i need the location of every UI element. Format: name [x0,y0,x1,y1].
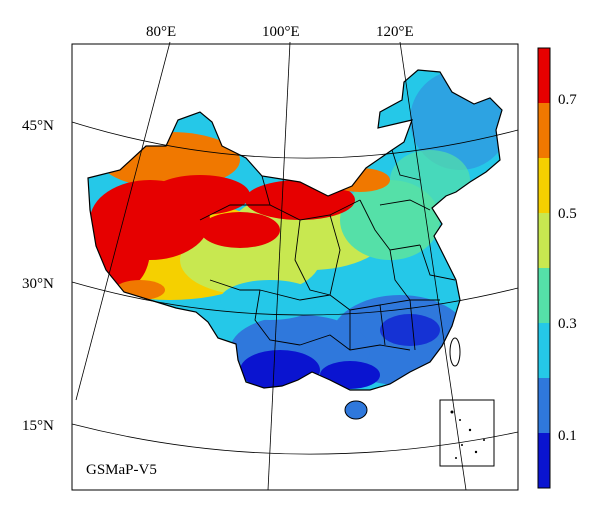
colorbar [537,47,551,489]
colorbar-segment [538,323,550,378]
lon-label-120: 120°E [376,24,414,40]
colorbar-segment [538,433,550,488]
colorbar-segment [538,268,550,323]
colorbar-tick-03: 0.3 [558,316,577,332]
colorbar-segment [538,103,550,158]
product-label: GSMaP-V5 [86,462,157,478]
inset-islands [450,410,485,459]
hainan-island [344,400,368,420]
lat-label-30: 30°N [22,276,54,292]
lat-label-15: 15°N [22,418,54,434]
colorbar-segment [538,158,550,213]
graticule [71,41,519,491]
colorbar-tick-07: 0.7 [558,92,577,108]
province-borders [199,149,456,351]
lon-label-80: 80°E [146,24,176,40]
lat-label-45: 45°N [22,118,54,134]
south-china-sea-inset [439,399,495,467]
colorbar-segment [538,378,550,433]
colorbar-segment [538,213,550,268]
taiwan-island [449,337,461,367]
colorbar-border [537,47,551,489]
colorbar-tick-01: 0.1 [558,428,577,444]
colorbar-segment [538,48,550,103]
colorbar-tick-05: 0.5 [558,206,577,222]
lon-label-100: 100°E [262,24,300,40]
